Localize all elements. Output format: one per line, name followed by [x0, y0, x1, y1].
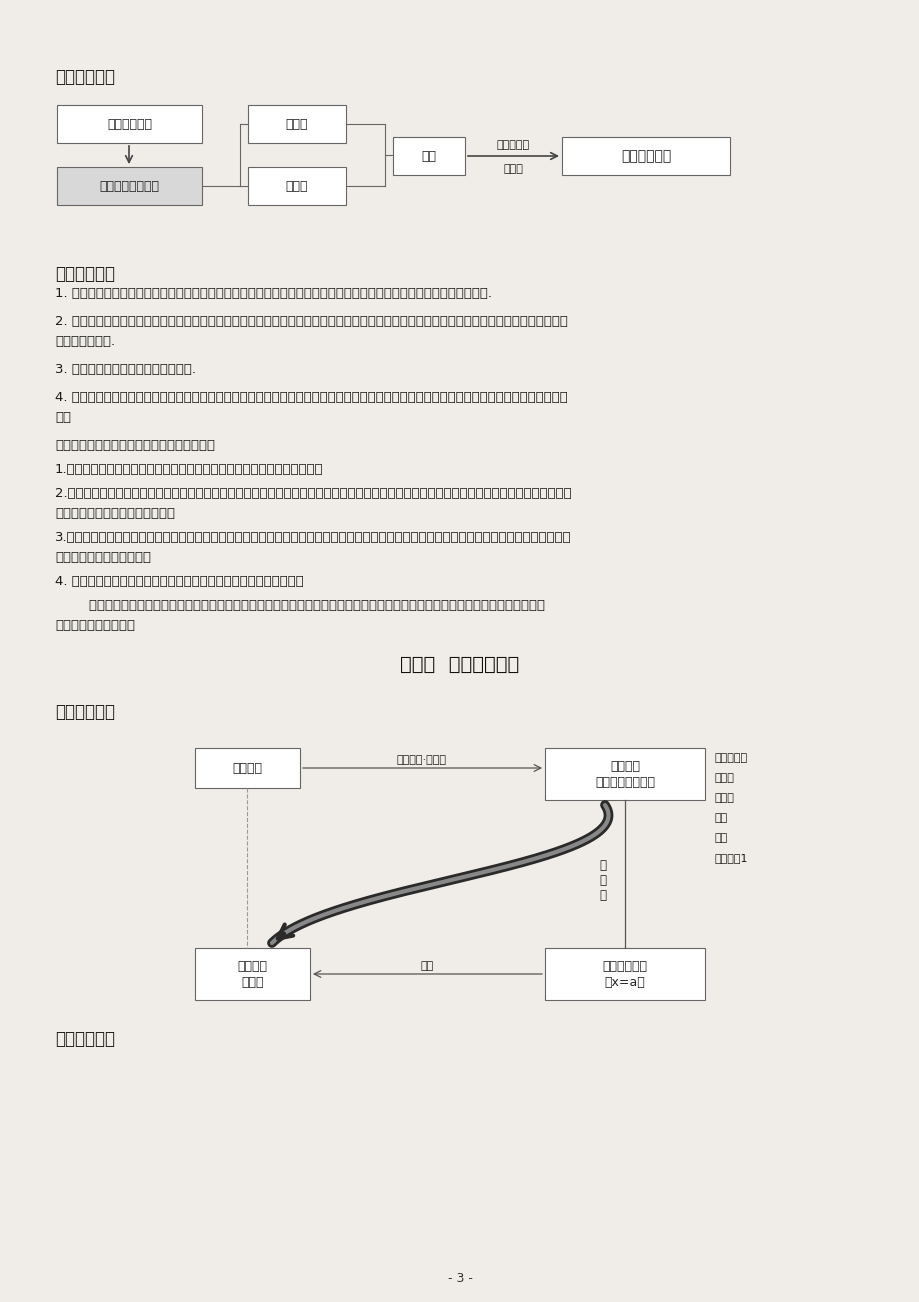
- Text: 3.理解整式中的字母表示数，整式的加减运算建立在数的运算基础上；理解合并同类项、去括号的依据是分配律；理解数的运算律和运算性质在整: 3.理解整式中的字母表示数，整式的加减运算建立在数的运算基础上；理解合并同类项、…: [55, 531, 571, 544]
- Text: 实际问题
的答案: 实际问题 的答案: [237, 960, 267, 988]
- Text: 一般步骤：: 一般步骤：: [714, 753, 747, 763]
- Text: 用字母表示数: 用字母表示数: [107, 117, 152, 130]
- Text: 二、知识概念: 二、知识概念: [55, 1030, 115, 1048]
- Bar: [195, 749, 300, 788]
- Text: 设未知数·列方程: 设未知数·列方程: [397, 755, 447, 766]
- Bar: [544, 749, 704, 799]
- Text: 移项: 移项: [714, 812, 728, 823]
- Text: 去分母: 去分母: [714, 773, 734, 783]
- Text: 去括号: 去括号: [503, 164, 522, 174]
- Text: 的基础上，进行整式的加减运算。: 的基础上，进行整式的加减运算。: [55, 506, 175, 519]
- Text: 数学问题的解
（x=a）: 数学问题的解 （x=a）: [602, 960, 647, 988]
- Text: 2.理解同类项概念，掌握合并同类项的方法，掌握去括号时符号的变化规律，能正确地进行同类项的合并和去括号。在准确判断、正确合并同类项: 2.理解同类项概念，掌握合并同类项的方法，掌握去括号时符号的变化规律，能正确地进…: [55, 487, 571, 500]
- Text: 第三章  一元一次方程: 第三章 一元一次方程: [400, 655, 519, 674]
- Text: 整式加减运算: 整式加减运算: [620, 148, 670, 163]
- Text: 1.理解并掌握单项式、多项式、整式等概念，弄清它们之间的区别与联系。: 1.理解并掌握单项式、多项式、整式等概念，弄清它们之间的区别与联系。: [55, 464, 323, 477]
- Bar: [392, 137, 464, 174]
- Bar: [57, 167, 202, 204]
- Text: 通过本章学习，应使学生达到以下学习目标：: 通过本章学习，应使学生达到以下学习目标：: [55, 439, 215, 452]
- Text: 数学问题
（一元一次方程）: 数学问题 （一元一次方程）: [595, 759, 654, 789]
- Text: 合并: 合并: [714, 833, 728, 842]
- Bar: [248, 167, 346, 204]
- Bar: [195, 948, 310, 1000]
- Text: 4. 能够分析实际问题中的数量关系，并用还有字母的式子表示出来。: 4. 能够分析实际问题中的数量关系，并用还有字母的式子表示出来。: [55, 575, 303, 589]
- Text: 一、知识框架: 一、知识框架: [55, 703, 115, 721]
- Text: - 3 -: - 3 -: [447, 1272, 472, 1285]
- Text: 叫单项式的次数.: 叫单项式的次数.: [55, 335, 115, 348]
- Text: 在本章学习中，教师可以通过让学生小组讨论、合作学习等方式，经历概念的形成过程，初步培养学生观察、分析、抽象、概括等: 在本章学习中，教师可以通过让学生小组讨论、合作学习等方式，经历概念的形成过程，初…: [55, 599, 544, 612]
- Text: 实际问题: 实际问题: [233, 762, 262, 775]
- Text: 4. 多项式的项数与次数：多项式中所含单项式的个数就是多项式的项数，每个单项式叫多项式的项；多项式里，次数最高项的次数叫多项式的次: 4. 多项式的项数与次数：多项式中所含单项式的个数就是多项式的项数，每个单项式叫…: [55, 391, 567, 404]
- Text: 1. 单项式：在代数式中，若只含有乘法（包括乘方）运算。或虽含有除法运算，但除式中不含字母的一类代数式叫单项式.: 1. 单项式：在代数式中，若只含有乘法（包括乘方）运算。或虽含有除法运算，但除式…: [55, 286, 492, 299]
- Bar: [562, 137, 729, 174]
- Text: 整式: 整式: [421, 150, 436, 163]
- Text: 系数化为1: 系数化为1: [714, 853, 748, 863]
- Text: 二、知识概念: 二、知识概念: [55, 266, 115, 283]
- Text: 合并同类项: 合并同类项: [496, 141, 529, 150]
- Text: 单项式: 单项式: [286, 117, 308, 130]
- Text: 式的加减运算中仍然成立。: 式的加减运算中仍然成立。: [55, 551, 151, 564]
- Text: 去括号: 去括号: [714, 793, 734, 803]
- Text: 解
方
程: 解 方 程: [599, 859, 606, 902]
- Bar: [248, 105, 346, 143]
- Text: 2. 单项式的系数与次数：单项式中不为零的数字因数，叫单项式的数字系数，简称单项式的系数；系数不为零时，单项式中所有字母指数的和，: 2. 单项式的系数与次数：单项式中不为零的数字因数，叫单项式的数字系数，简称单项…: [55, 315, 567, 328]
- Text: 3. 多项式：几个单项式的和叫多项式.: 3. 多项式：几个单项式的和叫多项式.: [55, 363, 196, 376]
- Bar: [57, 105, 202, 143]
- Text: 检验: 检验: [420, 961, 433, 971]
- Text: 数。: 数。: [55, 411, 71, 424]
- Bar: [544, 948, 704, 1000]
- Text: 思维能力和应用意识。: 思维能力和应用意识。: [55, 618, 135, 631]
- Text: 列式表示数量关系: 列式表示数量关系: [99, 180, 159, 193]
- Text: 多项式: 多项式: [286, 180, 308, 193]
- Text: 一、知识框架: 一、知识框架: [55, 68, 115, 86]
